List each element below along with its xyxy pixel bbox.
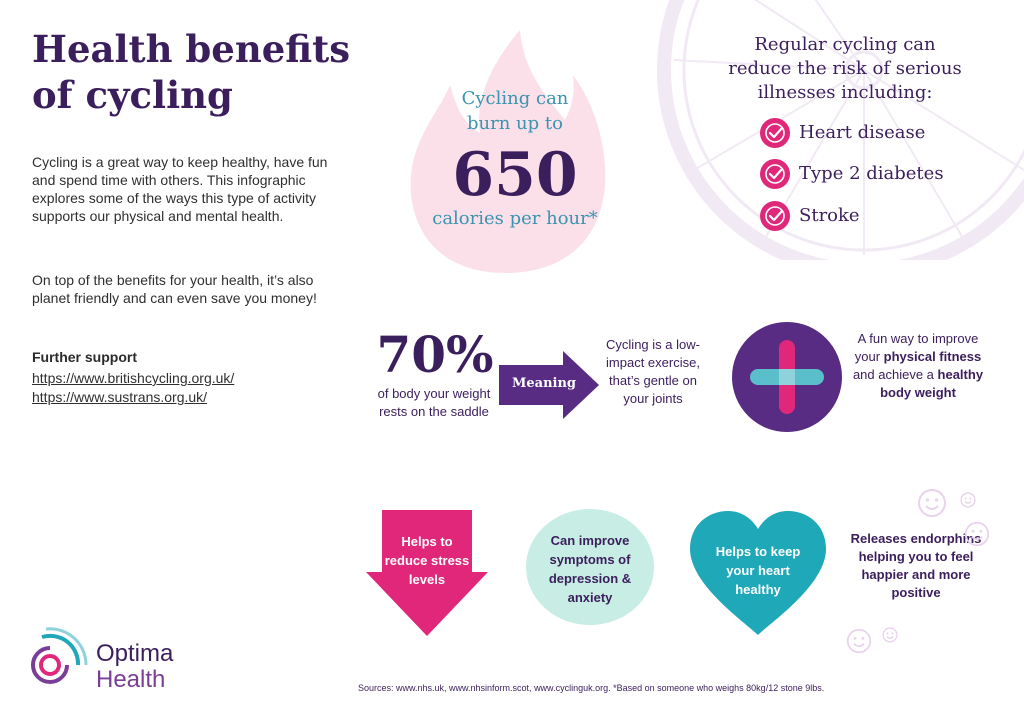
smiley-icon xyxy=(918,489,946,517)
calories-line-1: Cycling can xyxy=(461,88,569,109)
stress-benefit-text: Helps to reduce stress levels xyxy=(384,534,470,587)
sustrans-link[interactable]: https://www.sustrans.org.uk/ xyxy=(32,389,208,405)
logo-text-health: Health xyxy=(96,666,166,693)
illness-heading-line-1: Regular cycling can xyxy=(754,34,936,55)
check-icon xyxy=(760,118,790,148)
plus-icon xyxy=(732,322,842,432)
smiley-icon xyxy=(960,492,976,508)
endorphins-benefit-text: Releases endorphins helping you to feel … xyxy=(850,531,982,600)
fitness-text: A fun way to improve your physical fitne… xyxy=(848,330,988,402)
calories-number: 650 xyxy=(452,140,578,210)
illness-heading-line-2: reduce the risk of serious xyxy=(728,58,962,79)
heart-benefit-text: Helps to keep your heart healthy xyxy=(715,544,801,597)
illness-stroke: Stroke xyxy=(799,205,860,226)
sources-footnote: Sources: www.nhs.uk, www.nhsinform.scot,… xyxy=(358,683,825,693)
depression-circle xyxy=(526,509,654,625)
fitness-bold-physical: physical fitness xyxy=(883,349,982,364)
intro-paragraph-2: On top of the benefits for your health, … xyxy=(32,272,317,306)
page-title: Health benefits of cycling xyxy=(32,26,362,118)
check-icon xyxy=(760,159,790,189)
logo-text-optima: Optima xyxy=(96,640,174,667)
fitness-text-start: A fun way to improve your xyxy=(854,331,979,364)
smiley-icon xyxy=(964,521,990,547)
illness-heading-line-3: illnesses including: xyxy=(757,82,933,103)
smiley-icon xyxy=(846,628,872,654)
title-line-1: Health benefits xyxy=(32,27,351,71)
low-impact-text: Cycling is a low-impact exercise, that’s… xyxy=(606,337,700,406)
calories-line-3: calories per hour* xyxy=(432,208,598,229)
illness-heart-disease: Heart disease xyxy=(799,122,926,143)
optima-logo-icon xyxy=(31,627,88,684)
meaning-label: Meaning xyxy=(511,376,577,391)
heart-icon xyxy=(690,511,826,635)
illness-type-2-diabetes: Type 2 diabetes xyxy=(799,163,944,184)
further-support-heading: Further support xyxy=(32,349,137,365)
title-line-2: of cycling xyxy=(32,73,233,117)
depression-benefit-text: Can improve symptoms of depression & anx… xyxy=(548,533,632,605)
flame-icon xyxy=(410,30,606,273)
check-icon xyxy=(760,201,790,231)
arrow-down-icon xyxy=(366,510,488,636)
fitness-bold-weight: healthy body weight xyxy=(880,367,984,400)
intro-paragraph-1: Cycling is a great way to keep healthy, … xyxy=(32,154,328,224)
fitness-text-middle: and achieve a xyxy=(852,367,938,382)
saddle-description: of body your weight rests on the saddle xyxy=(377,386,491,419)
calories-line-2: burn up to xyxy=(467,113,563,134)
smiley-icon xyxy=(882,627,898,643)
british-cycling-link[interactable]: https://www.britishcycling.org.uk/ xyxy=(32,370,235,386)
saddle-percent: 70% xyxy=(376,325,494,384)
arrow-right-icon xyxy=(499,351,599,419)
